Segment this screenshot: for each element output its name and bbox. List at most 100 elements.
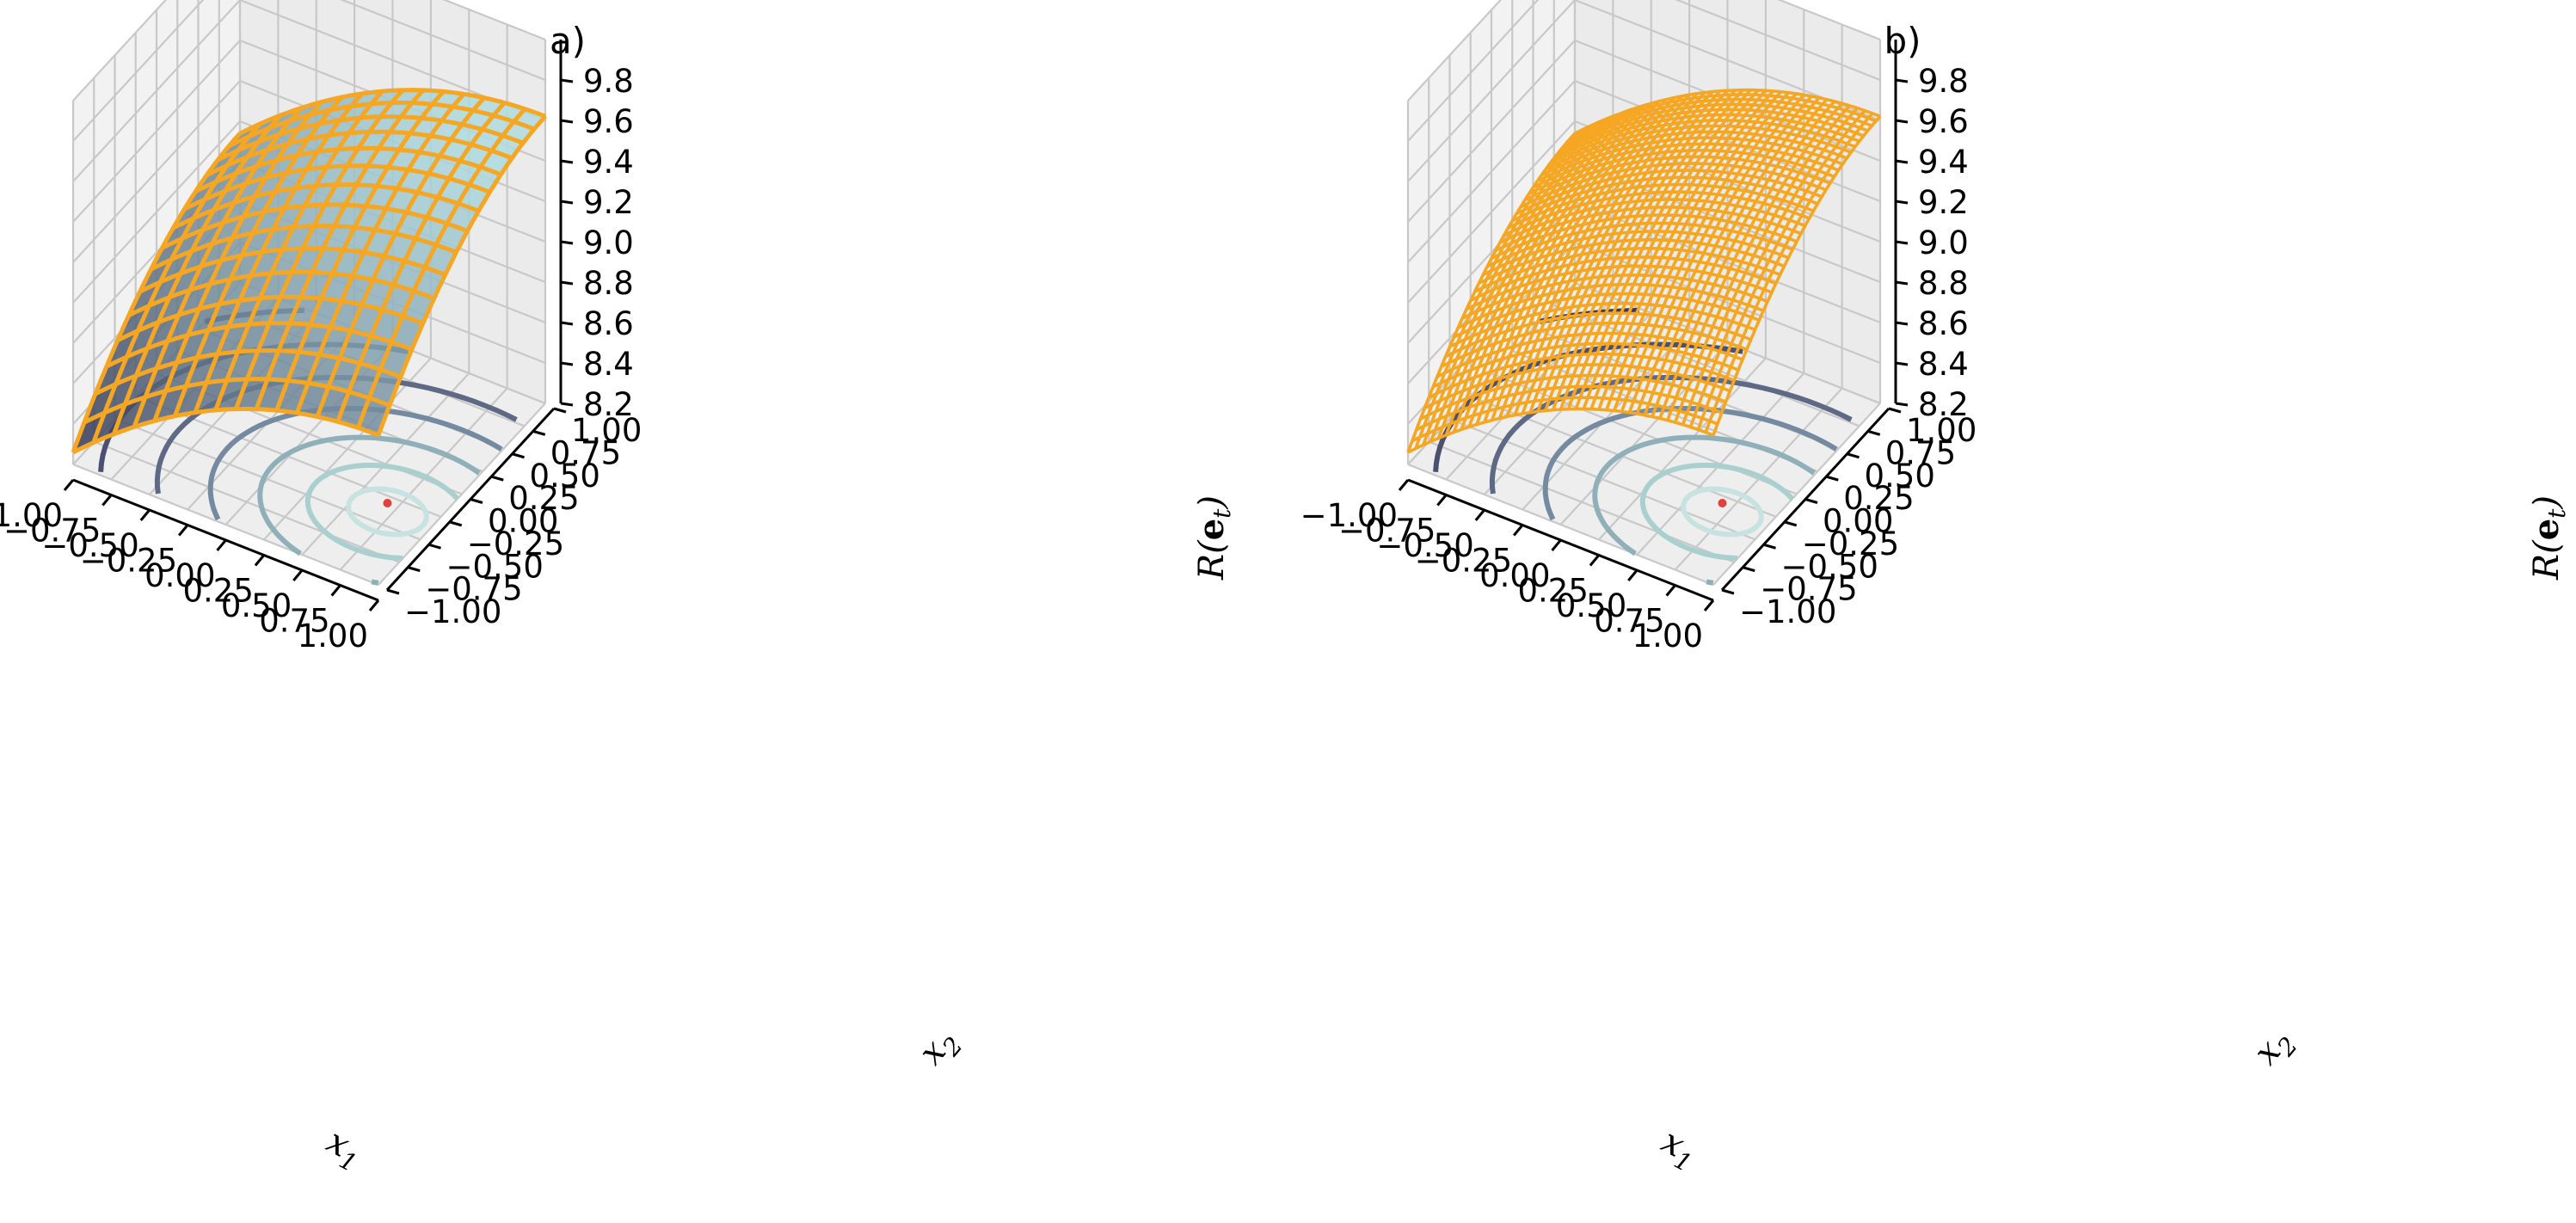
- surface-patch: [228, 298, 261, 327]
- x2-tick: [1847, 452, 1860, 459]
- grid-line: [72, 0, 546, 101]
- surface-patch: [313, 205, 346, 226]
- wire-line: [1552, 113, 1860, 160]
- z-tick-label: 8.2: [1918, 386, 1969, 423]
- wire-line: [1635, 94, 1805, 415]
- grid-line: [1598, 357, 1767, 541]
- surface-patch: [319, 106, 352, 124]
- x1-tick: [63, 479, 75, 491]
- surface-patch: [334, 205, 366, 228]
- x1-tick-label: −0.25: [80, 543, 177, 580]
- surface-patch: [388, 150, 420, 170]
- surface-patch: [165, 357, 198, 391]
- x2-tick: [1804, 498, 1818, 504]
- x2-tick: [428, 543, 441, 550]
- wire-line: [71, 406, 379, 455]
- x1-tick: [1474, 509, 1485, 521]
- surface-patch: [191, 222, 224, 251]
- surface-patch: [316, 165, 347, 187]
- surface-patch: [290, 101, 322, 121]
- wire-line: [1681, 104, 1851, 426]
- wire-line: [233, 89, 405, 410]
- x1-tick-label: 1.00: [298, 618, 368, 655]
- x1-tick-label: 0.50: [1556, 587, 1626, 624]
- z-tick: [560, 240, 574, 245]
- surface-patch: [321, 273, 353, 302]
- x2-tick: [1763, 543, 1776, 550]
- contour-line: [1489, 374, 1853, 495]
- wire-line: [1651, 96, 1821, 418]
- z-tick-label: 9.8: [1918, 63, 1969, 100]
- surface-patch: [117, 305, 150, 341]
- x1-tick: [254, 554, 266, 567]
- x2-tick-label: −0.25: [1802, 525, 1899, 562]
- surface-patch: [300, 272, 333, 299]
- x2-tick: [407, 566, 421, 573]
- x1-tick-label: −1.00: [0, 497, 63, 534]
- surface-patch: [330, 301, 362, 331]
- wire-line: [91, 122, 262, 444]
- grid-line: [378, 403, 546, 586]
- surface-patch: [330, 93, 362, 110]
- surface-patch: [348, 116, 381, 133]
- surface-patch: [180, 243, 212, 274]
- x1-tick-label: 1.00: [1632, 618, 1703, 655]
- z-tick-label: 9.0: [1918, 224, 1969, 261]
- grid-line: [263, 357, 432, 541]
- z-tick: [560, 119, 574, 124]
- wire-line: [152, 100, 323, 422]
- surface-patch: [258, 120, 291, 142]
- wire-line: [355, 108, 527, 429]
- wire-line: [1627, 92, 1798, 414]
- surface-patch: [269, 297, 301, 323]
- x1-tick-label: −1.00: [1300, 497, 1398, 534]
- z-tick-label: 8.6: [583, 305, 634, 342]
- surface-patch: [323, 225, 355, 250]
- surface-patch: [156, 335, 188, 369]
- surface-patch: [224, 166, 257, 192]
- surface-patch: [308, 354, 340, 387]
- x2-tick-label: −0.50: [1781, 548, 1878, 585]
- wire-line: [335, 101, 507, 423]
- surface-patch: [217, 324, 249, 354]
- z-tick-label: 9.4: [583, 144, 634, 181]
- contour-line: [346, 486, 429, 538]
- surface-patch: [195, 165, 227, 192]
- z-tick: [1895, 159, 1909, 164]
- surface-patch: [215, 157, 248, 182]
- x1-tick: [1398, 479, 1410, 491]
- grid-line: [339, 387, 508, 571]
- wire-line: [1532, 142, 1840, 189]
- x2-tick-label: −1.00: [404, 593, 501, 630]
- wire-line: [1712, 115, 1882, 436]
- wire-line: [150, 224, 458, 272]
- contour-line: [304, 463, 459, 561]
- x2-tick: [1867, 429, 1881, 436]
- x1-tick: [216, 539, 227, 551]
- surface-patch: [276, 138, 309, 161]
- surface-patch: [279, 114, 310, 135]
- wire-line: [1503, 190, 1811, 237]
- optimum-marker: [383, 498, 392, 507]
- surface-patch: [241, 229, 274, 256]
- wire-line: [1612, 90, 1782, 412]
- surface-patch: [289, 297, 322, 325]
- surface-patch: [95, 356, 127, 394]
- x1-tick: [1627, 569, 1638, 581]
- z-tick-label: 9.6: [1918, 103, 1969, 140]
- surface-patch: [284, 186, 317, 209]
- z-tick-label: 9.8: [583, 63, 634, 100]
- surface-patch: [169, 266, 201, 298]
- x2-tick-label: 0.25: [1843, 480, 1914, 517]
- surface-patch: [223, 196, 255, 223]
- surface-patch: [345, 184, 378, 206]
- surface-patch: [302, 225, 335, 249]
- wire-line: [206, 129, 513, 177]
- z-tick-label: 8.8: [583, 265, 634, 302]
- surface-patch: [310, 298, 342, 328]
- x1-tick: [101, 494, 113, 507]
- wire-line: [315, 96, 486, 418]
- surface-patch: [144, 362, 177, 397]
- wire-line: [274, 89, 446, 412]
- panel-b-title: b): [1884, 20, 1921, 62]
